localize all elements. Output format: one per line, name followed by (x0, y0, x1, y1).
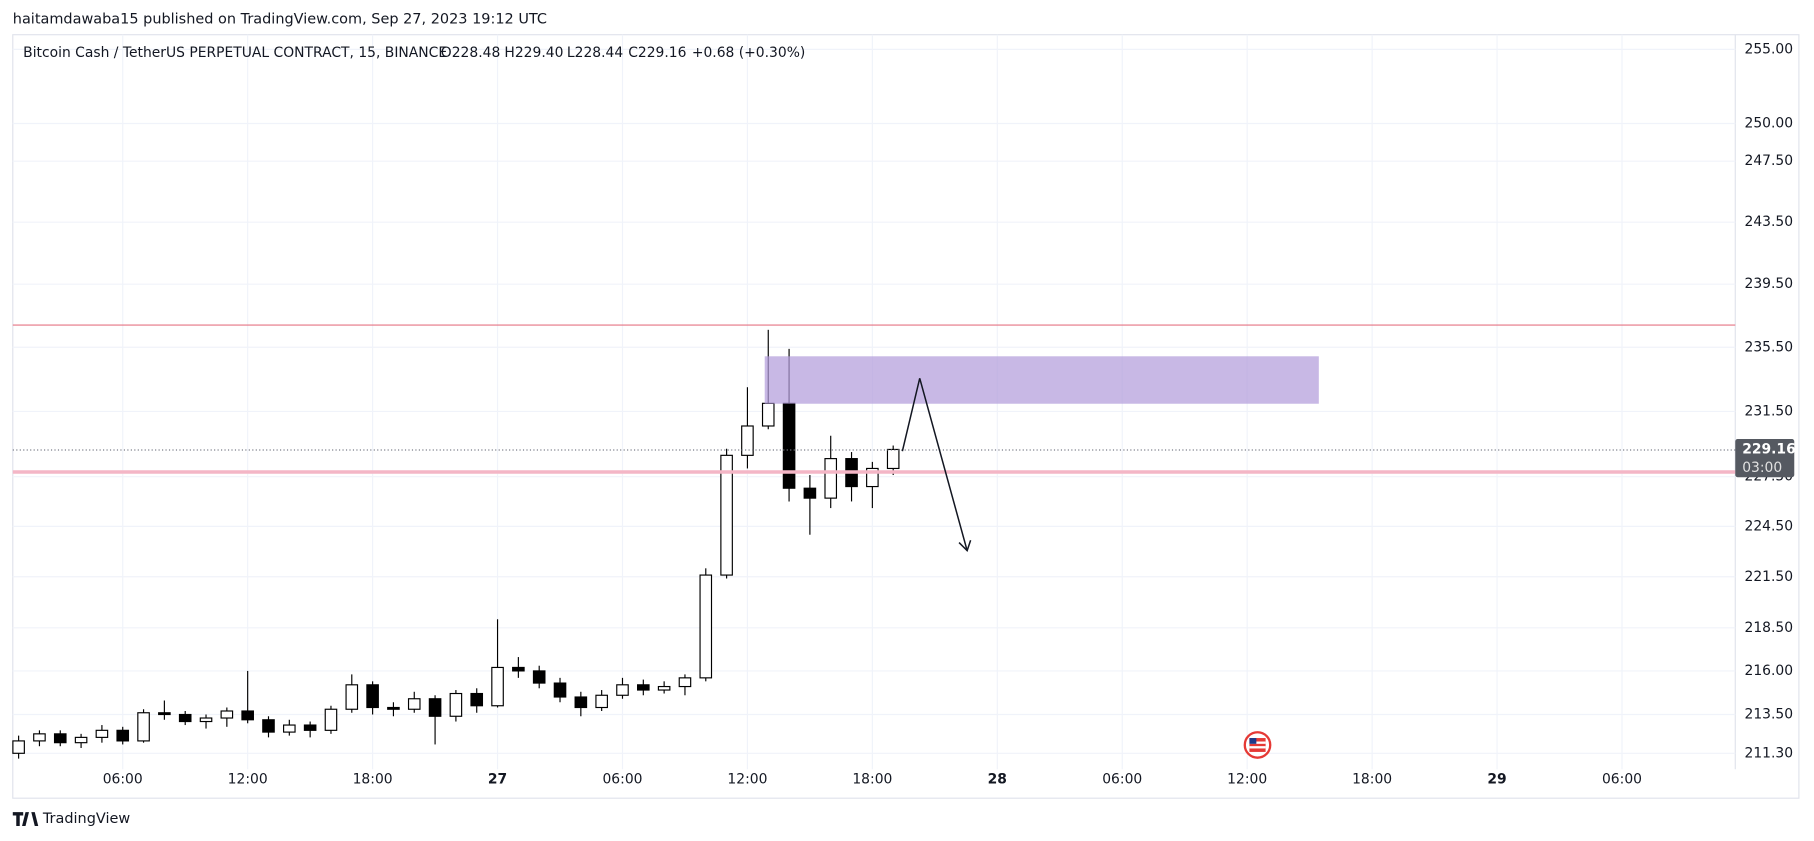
y-tick-label: 247.50 (1745, 153, 1794, 169)
price-label: 229.16 03:00 (1735, 439, 1796, 478)
x-tick-label: 06:00 (1102, 772, 1142, 788)
candle-body (512, 666, 525, 672)
x-tick-label: 12:00 (727, 772, 767, 788)
candle-body (262, 719, 275, 733)
brand-logo (12, 812, 39, 826)
y-tick-label: 221.50 (1745, 569, 1794, 585)
candle-body (595, 694, 608, 709)
candle-body (324, 708, 338, 731)
candle-body (574, 696, 588, 709)
supply-zone (764, 356, 1319, 404)
x-tick-label: 06:00 (602, 772, 642, 788)
candle-body (387, 706, 400, 710)
flag-stripe (1249, 741, 1266, 744)
candle-body (866, 467, 879, 488)
candle-body (241, 710, 254, 721)
x-tick-label: 06:00 (103, 772, 143, 788)
arrow-head (958, 539, 972, 553)
candle-body (761, 402, 775, 427)
countdown: 03:00 (1742, 460, 1782, 476)
last-price: 229.16 (1742, 441, 1796, 457)
legend-low: L228.44 (567, 45, 623, 61)
price-label-box (1735, 439, 1795, 478)
chart-frame (12, 34, 1800, 799)
candle-body (220, 710, 234, 719)
event-icon (1243, 731, 1272, 759)
legend: Bitcoin Cash / TetherUS PERPETUAL CONTRA… (23, 45, 805, 61)
legend-change: +0.68 (+0.30%) (692, 45, 805, 61)
candle-body (553, 682, 567, 698)
y-tick-label: 250.00 (1745, 116, 1794, 132)
y-tick-label: 231.50 (1745, 403, 1794, 419)
candle-body (199, 717, 213, 723)
candle-body (158, 712, 171, 716)
candle-body (637, 684, 650, 691)
x-tick-label: 12:00 (228, 772, 268, 788)
candle-body (470, 692, 484, 707)
legend-close: C229.16 (628, 45, 686, 61)
candle-body (12, 740, 25, 754)
candle-body (824, 458, 838, 499)
x-tick-label: 06:00 (1602, 772, 1642, 788)
candle-body (616, 684, 629, 696)
candle-body (366, 684, 379, 709)
projection-arrow (901, 378, 968, 551)
candle-body (283, 724, 296, 733)
candle-body (95, 729, 109, 738)
y-tick-label: 255.00 (1745, 41, 1794, 57)
publish-header: haitamdawaba15 published on TradingView.… (13, 12, 547, 28)
candle-body (74, 736, 88, 744)
candle-body (178, 713, 192, 723)
x-tick-label: 29 (1487, 772, 1506, 788)
candle-body (116, 729, 130, 742)
candle-body (407, 698, 421, 710)
candle-body (303, 724, 317, 731)
flag-canton (1249, 738, 1257, 744)
brand-name: TradingView (42, 811, 131, 827)
y-tick-label: 239.50 (1745, 276, 1794, 292)
x-tick-label: 12:00 (1227, 772, 1267, 788)
candle-body (741, 425, 754, 456)
y-tick-label: 213.50 (1745, 707, 1794, 723)
footer: TradingView (12, 811, 131, 827)
y-tick-label: 218.50 (1745, 620, 1794, 636)
legend-open: O228.48 (441, 45, 500, 61)
x-tick-label: 27 (488, 772, 507, 788)
candle-body (137, 712, 150, 742)
candle-body (491, 666, 504, 707)
candle-body (657, 685, 671, 691)
candle-body (428, 698, 442, 717)
candle-body (803, 487, 817, 499)
candle-body (449, 692, 463, 717)
candle-body (782, 402, 796, 489)
candle-body (532, 670, 546, 684)
y-tick-label: 235.50 (1745, 339, 1794, 355)
legend-symbol: Bitcoin Cash / TetherUS PERPETUAL CONTRA… (23, 45, 447, 61)
candle-body (53, 733, 67, 744)
legend-high: H229.40 (504, 45, 563, 61)
candle-body (33, 733, 46, 742)
y-tick-label: 224.50 (1745, 518, 1794, 534)
x-tick-label: 18:00 (1352, 772, 1392, 788)
x-tick-label: 28 (988, 772, 1007, 788)
candle-body (678, 677, 692, 688)
y-tick-label: 216.00 (1745, 663, 1794, 679)
flag-stripe (1249, 746, 1266, 749)
y-tick-label: 243.50 (1745, 214, 1794, 230)
x-tick-label: 18:00 (353, 772, 393, 788)
x-tick-label: 18:00 (852, 772, 892, 788)
candle-body (886, 448, 900, 470)
candle-body (345, 684, 359, 710)
candle-body (720, 454, 733, 576)
y-tick-label: 211.30 (1745, 745, 1794, 761)
candle-body (699, 574, 713, 679)
